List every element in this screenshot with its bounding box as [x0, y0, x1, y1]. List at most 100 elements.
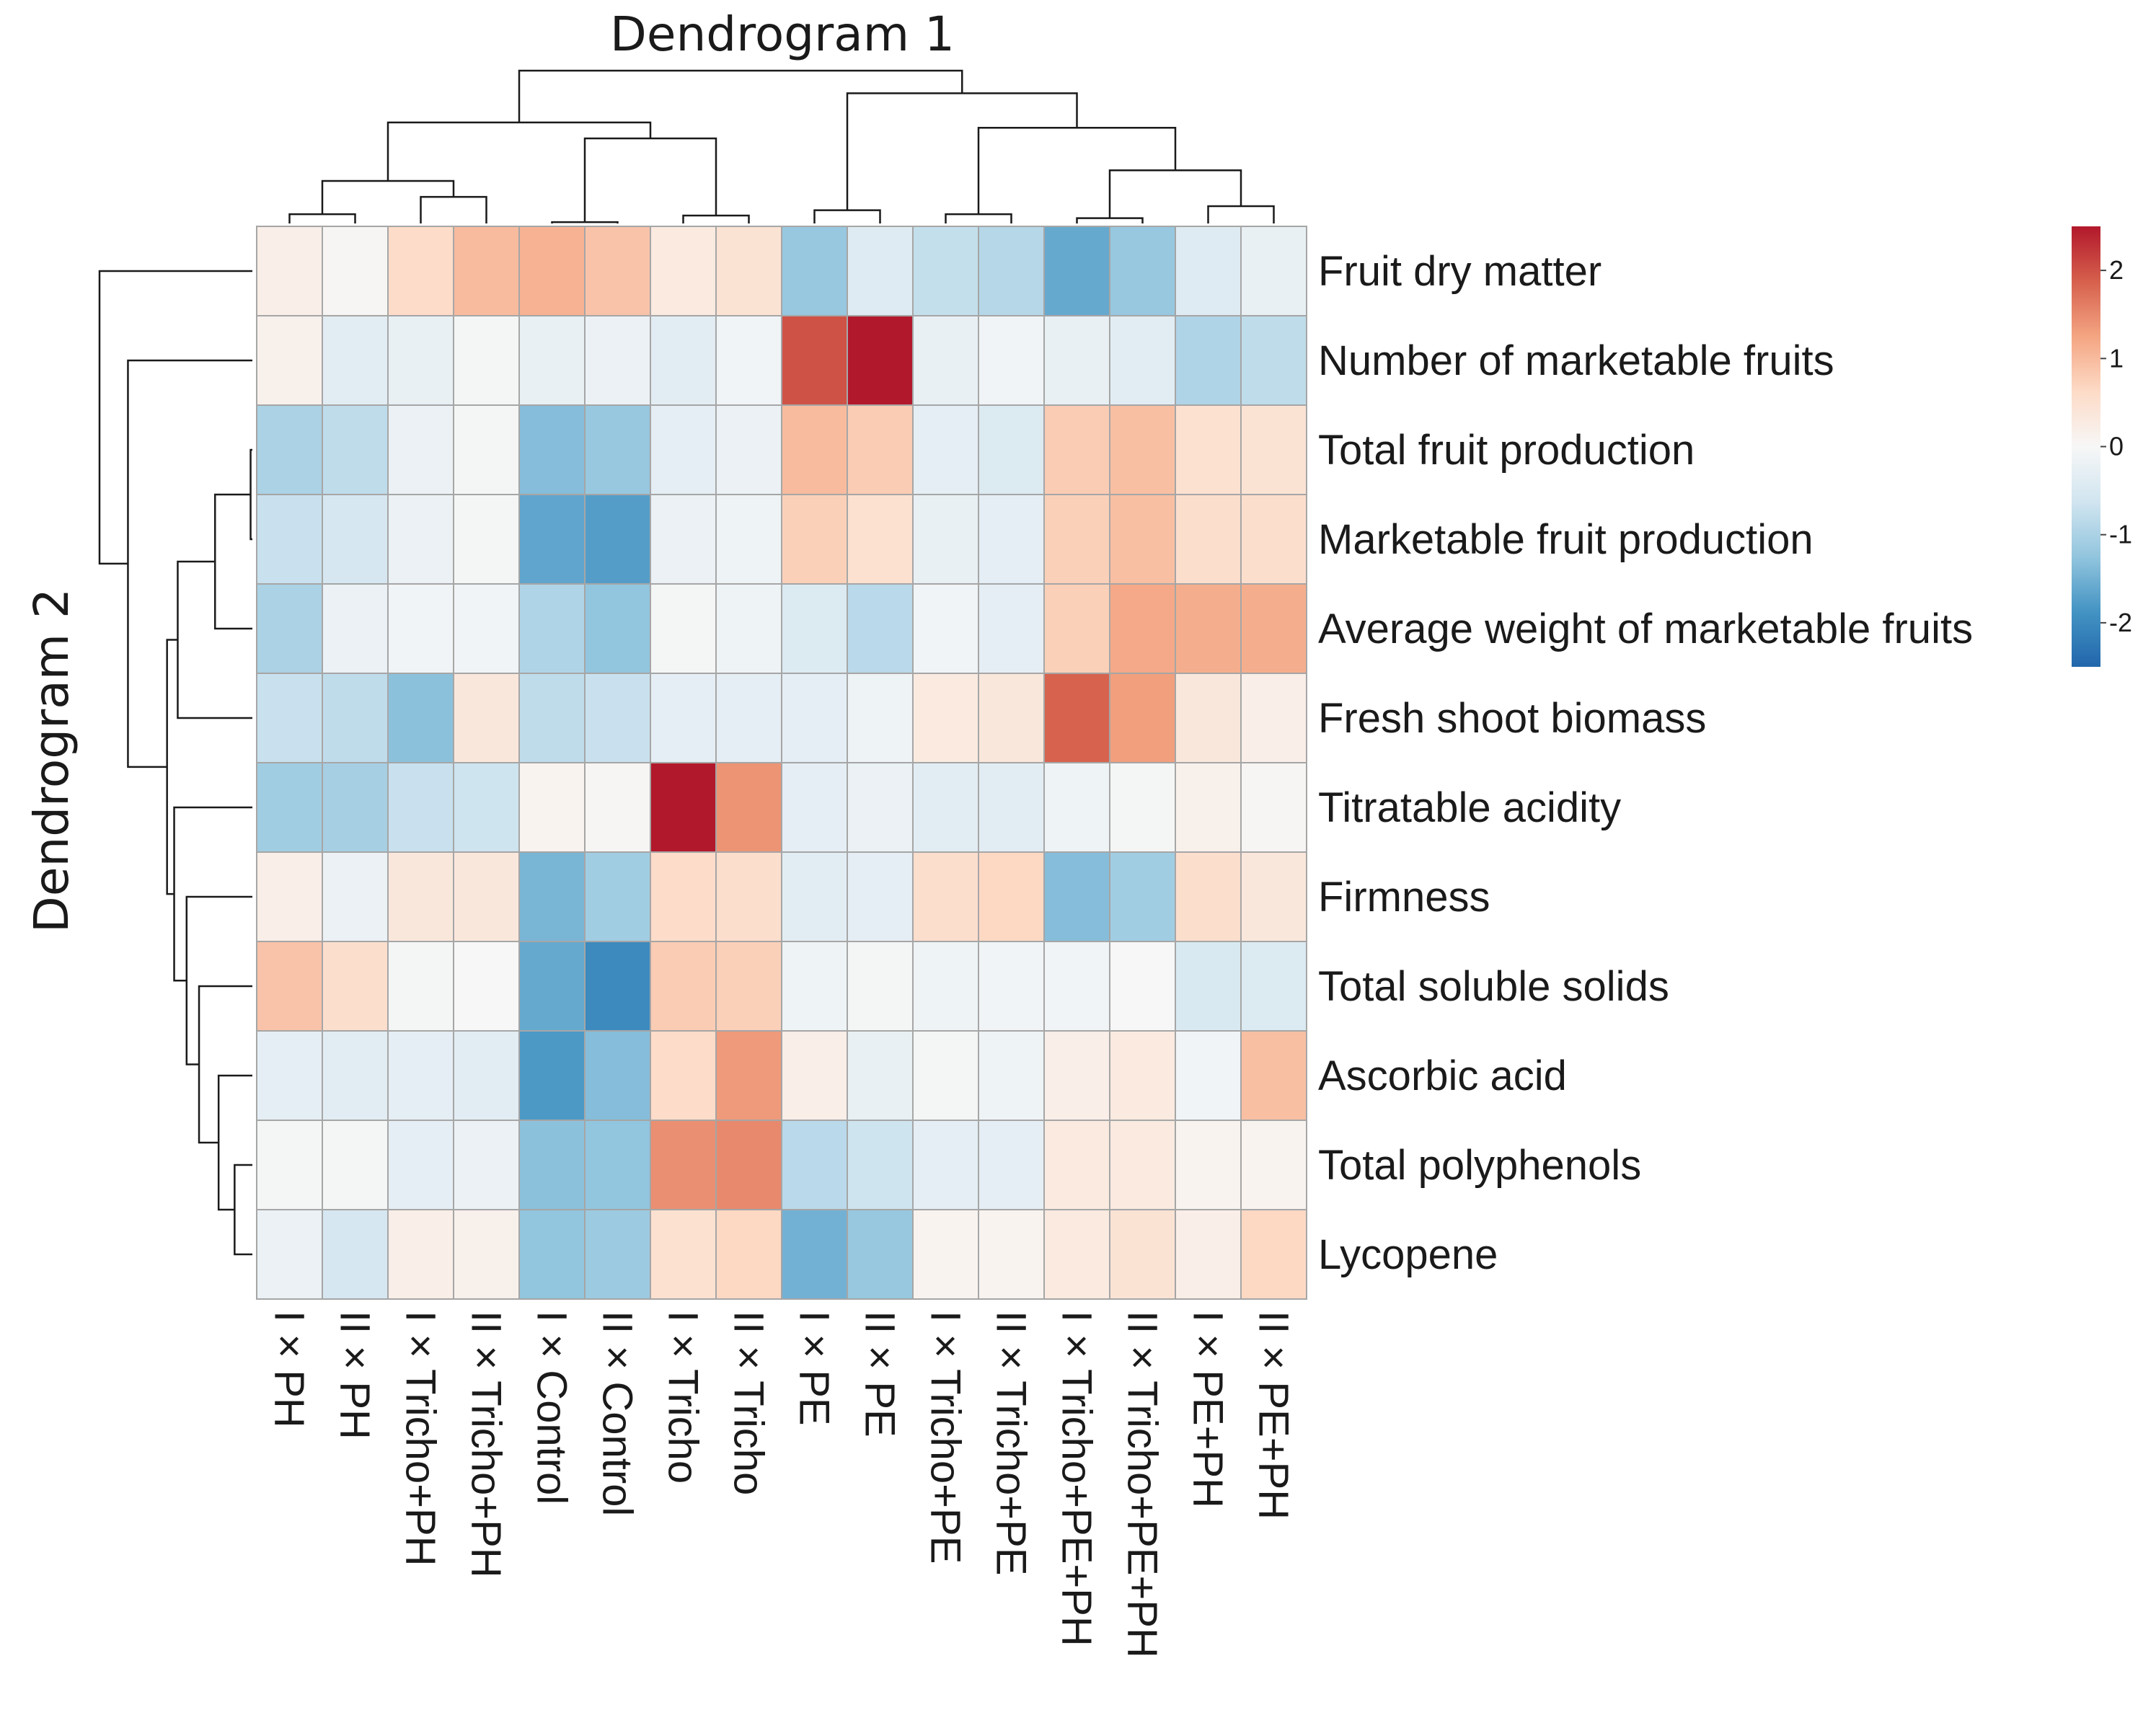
row-labels: Fruit dry matter Number of marketable fru… — [1318, 248, 1973, 1278]
heatmap-cell — [453, 315, 520, 406]
heatmap-cell — [584, 226, 651, 316]
heatmap-cell — [1175, 1120, 1242, 1210]
heatmap-cell — [715, 851, 782, 942]
heatmap-cell — [1043, 404, 1110, 495]
heatmap-cell — [453, 494, 520, 585]
heatmap-cell — [1043, 851, 1110, 942]
heatmap-cell — [1240, 762, 1307, 853]
dendrogram-1-title: Dendrogram 1 — [610, 6, 955, 62]
heatmap-cell — [978, 494, 1045, 585]
heatmap-cells — [256, 226, 1307, 1300]
heatmap-cell — [1043, 1030, 1110, 1121]
column-label: I × PE+PH — [1185, 1311, 1232, 1508]
dendrogram-branch — [98, 270, 252, 565]
heatmap-cell — [1109, 404, 1176, 495]
column-label: I × Tricho+PH — [397, 1311, 444, 1566]
dendrogram-branch — [1207, 205, 1275, 223]
heatmap-cell — [912, 404, 979, 495]
heatmap-cell — [387, 404, 454, 495]
heatmap-cell — [912, 1209, 979, 1300]
heatmap-cell — [1109, 851, 1176, 942]
legend-tick-label: 1 — [2109, 343, 2124, 373]
heatmap-cell — [715, 762, 782, 853]
heatmap-cell — [1109, 494, 1176, 585]
heatmap-cell — [781, 851, 848, 942]
heatmap-cell — [978, 762, 1045, 853]
column-label: I × Tricho+PE — [922, 1311, 969, 1564]
heatmap-cell — [781, 1120, 848, 1210]
heatmap-cell — [1175, 404, 1242, 495]
heatmap-cell — [1175, 315, 1242, 406]
dendrogram-branch — [321, 180, 455, 215]
row-label: Average weight of marketable fruits — [1318, 606, 1973, 652]
heatmap-cell — [1043, 494, 1110, 585]
legend-tick-label: -2 — [2109, 608, 2132, 637]
heatmap-cell — [847, 494, 914, 585]
heatmap-cell — [322, 1120, 389, 1210]
column-label: I × Control — [529, 1311, 575, 1504]
heatmap-cell — [781, 1209, 848, 1300]
heatmap-cell — [518, 941, 586, 1032]
heatmap-cell — [847, 226, 914, 316]
heatmap-cell — [256, 404, 323, 495]
column-labels: I × PH II × PH I × Tricho+PH II × Tricho+PH… — [266, 1311, 1297, 1658]
heatmap-cell — [584, 762, 651, 853]
heatmap-cell — [584, 1030, 651, 1121]
heatmap-cell — [322, 315, 389, 406]
legend-tick-label: 0 — [2109, 432, 2124, 461]
column-label: I × PE — [791, 1311, 838, 1426]
dendrogram-branch — [127, 359, 252, 768]
heatmap-cell — [650, 1120, 717, 1210]
heatmap-cell — [847, 315, 914, 406]
heatmap-cell — [518, 762, 586, 853]
heatmap-cell — [1240, 583, 1307, 674]
heatmap-cell — [1240, 1030, 1307, 1121]
dendrogram-branch — [945, 213, 1012, 223]
dendrogram-branch — [166, 639, 178, 895]
dendrogram-branch — [1108, 169, 1242, 218]
heatmap-cell — [1109, 583, 1176, 674]
heatmap-cell — [387, 1030, 454, 1121]
heatmap-cell — [518, 1030, 586, 1121]
heatmap-cell — [1109, 762, 1176, 853]
row-label: Total soluble solids — [1318, 963, 1669, 1010]
heatmap-cell — [781, 226, 848, 316]
heatmap-cell — [584, 1120, 651, 1210]
heatmap-cell — [322, 226, 389, 316]
heatmap-cell — [387, 494, 454, 585]
dendrogram-branch — [518, 69, 963, 123]
heatmap-cell — [1175, 226, 1242, 316]
heatmap-cell — [584, 941, 651, 1032]
dendrogram-branch — [185, 895, 252, 1065]
legend-tick-label: -1 — [2109, 520, 2132, 549]
heatmap-cell — [650, 1209, 717, 1300]
heatmap-cell — [847, 404, 914, 495]
heatmap-cell — [1175, 494, 1242, 585]
heatmap-cell — [978, 1030, 1045, 1121]
heatmap-cell — [322, 404, 389, 495]
heatmap-cell — [387, 226, 454, 316]
heatmap-cell — [387, 673, 454, 763]
heatmap-cell — [1043, 226, 1110, 316]
heatmap-cell — [912, 941, 979, 1032]
heatmap-cell — [847, 941, 914, 1032]
heatmap-cell — [978, 315, 1045, 406]
heatmap-cell — [781, 404, 848, 495]
heatmap-cell — [1240, 404, 1307, 495]
heatmap-cell — [912, 762, 979, 853]
heatmap-cell — [256, 1030, 323, 1121]
heatmap-cell — [256, 226, 323, 316]
heatmap-cell — [322, 583, 389, 674]
heatmap-cell — [1240, 851, 1307, 942]
heatmap-cell — [1109, 1030, 1176, 1121]
heatmap-cell — [256, 941, 323, 1032]
heatmap-cell — [715, 673, 782, 763]
heatmap-cell — [912, 673, 979, 763]
dendrogram-branch — [386, 121, 652, 182]
heatmap-cell — [453, 583, 520, 674]
heatmap-cell — [518, 1120, 586, 1210]
column-label: I × Tricho — [660, 1311, 707, 1484]
heatmap-cell — [781, 941, 848, 1032]
heatmap-cell — [847, 1209, 914, 1300]
